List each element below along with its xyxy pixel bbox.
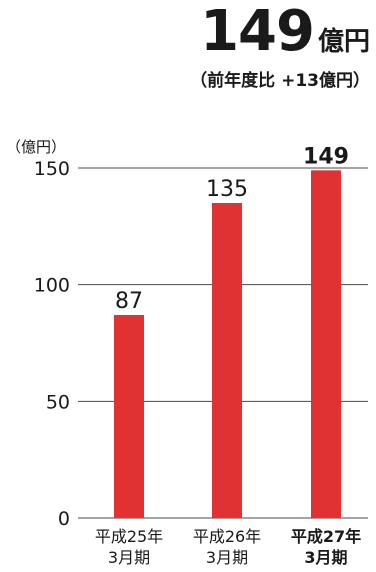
x-category-label: 3月期: [108, 548, 150, 567]
bar-value-label: 149: [303, 144, 349, 169]
bar-value-label: 135: [206, 177, 248, 202]
headline-note: （前年度比 +13億円）: [190, 71, 370, 91]
y-tick-label: 150: [34, 158, 70, 180]
y-tick-label: 50: [46, 391, 70, 413]
headline: 149 億円: [200, 2, 370, 62]
bar: [311, 170, 341, 519]
x-category-label: 平成26年: [193, 527, 261, 546]
y-tick-label: 0: [58, 508, 70, 530]
headline-value: 149: [200, 0, 315, 64]
bars: [114, 170, 341, 519]
headline-unit: 億円: [317, 27, 370, 57]
y-tick-label: 100: [34, 275, 70, 297]
bar: [114, 315, 144, 518]
x-category-label: 平成25年: [95, 527, 163, 546]
bar-value-label: 87: [115, 289, 143, 314]
x-category-label: 3月期: [206, 548, 248, 567]
bar: [212, 203, 242, 518]
y-axis-unit-label: （億円）: [6, 138, 66, 156]
x-category-label: 3月期: [304, 548, 347, 567]
x-category-label: 平成27年: [291, 527, 361, 546]
labels: （億円） 0 50 100 150 87 平成25年 3月期 135 平成26年 3月期 149 平成2…: [6, 138, 361, 567]
